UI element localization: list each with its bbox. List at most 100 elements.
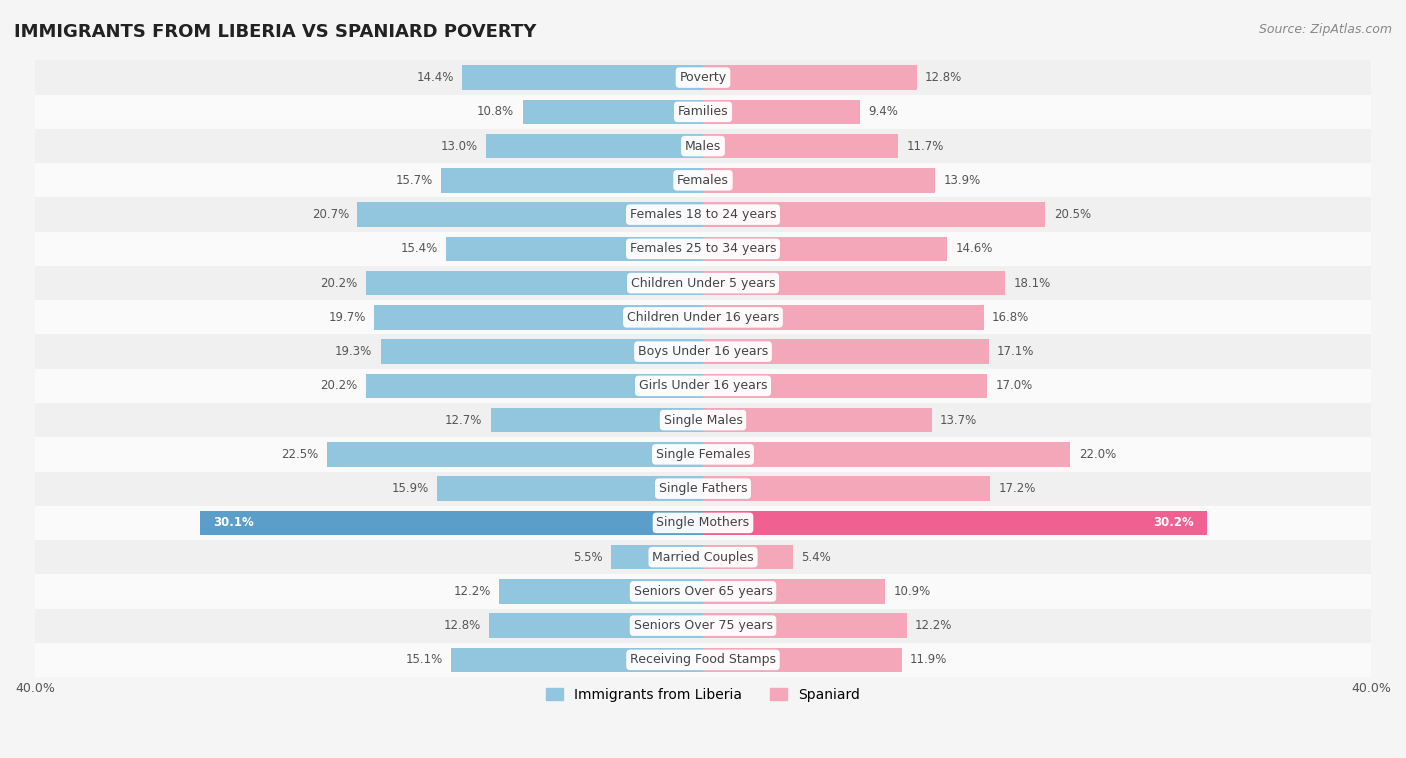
Text: Children Under 5 years: Children Under 5 years xyxy=(631,277,775,290)
Bar xyxy=(35,403,1371,437)
Bar xyxy=(486,133,703,158)
Bar xyxy=(703,476,990,501)
Text: 14.4%: 14.4% xyxy=(416,71,454,84)
Text: 5.4%: 5.4% xyxy=(801,550,831,564)
Text: 13.0%: 13.0% xyxy=(440,139,478,152)
Bar xyxy=(35,232,1371,266)
Bar xyxy=(441,168,703,193)
Bar xyxy=(703,99,860,124)
Text: 14.6%: 14.6% xyxy=(955,243,993,255)
Bar xyxy=(703,271,1005,296)
Text: 12.7%: 12.7% xyxy=(446,414,482,427)
Text: 30.2%: 30.2% xyxy=(1153,516,1194,529)
Text: Single Mothers: Single Mothers xyxy=(657,516,749,529)
Bar xyxy=(612,545,703,569)
Text: 17.0%: 17.0% xyxy=(995,379,1032,393)
Text: IMMIGRANTS FROM LIBERIA VS SPANIARD POVERTY: IMMIGRANTS FROM LIBERIA VS SPANIARD POVE… xyxy=(14,23,537,41)
Text: 19.3%: 19.3% xyxy=(335,345,373,358)
Text: 9.4%: 9.4% xyxy=(869,105,898,118)
Bar xyxy=(703,613,907,638)
Bar xyxy=(35,61,1371,95)
Text: Seniors Over 65 years: Seniors Over 65 years xyxy=(634,585,772,598)
Bar xyxy=(357,202,703,227)
Bar xyxy=(366,374,703,398)
Text: 13.7%: 13.7% xyxy=(941,414,977,427)
Bar xyxy=(35,575,1371,609)
Bar xyxy=(703,442,1070,467)
Bar xyxy=(703,305,984,330)
Bar xyxy=(35,198,1371,232)
Text: Married Couples: Married Couples xyxy=(652,550,754,564)
Text: Single Males: Single Males xyxy=(664,414,742,427)
Bar xyxy=(491,408,703,433)
Text: 20.7%: 20.7% xyxy=(312,208,349,221)
Bar xyxy=(703,202,1046,227)
Text: Females: Females xyxy=(678,174,728,187)
Text: 20.5%: 20.5% xyxy=(1053,208,1091,221)
Text: 20.2%: 20.2% xyxy=(321,277,357,290)
Text: 18.1%: 18.1% xyxy=(1014,277,1050,290)
Bar xyxy=(703,408,932,433)
Bar xyxy=(328,442,703,467)
Text: 15.7%: 15.7% xyxy=(395,174,433,187)
Bar xyxy=(35,471,1371,506)
Bar xyxy=(703,340,988,364)
Text: 17.1%: 17.1% xyxy=(997,345,1035,358)
Bar xyxy=(35,163,1371,198)
Text: Receiving Food Stamps: Receiving Food Stamps xyxy=(630,653,776,666)
Bar xyxy=(35,609,1371,643)
Bar xyxy=(703,374,987,398)
Bar xyxy=(499,579,703,603)
Bar xyxy=(523,99,703,124)
Bar xyxy=(366,271,703,296)
Text: Poverty: Poverty xyxy=(679,71,727,84)
Bar xyxy=(489,613,703,638)
Text: Single Fathers: Single Fathers xyxy=(659,482,747,495)
Text: 30.1%: 30.1% xyxy=(214,516,254,529)
Text: 10.8%: 10.8% xyxy=(477,105,515,118)
Text: Males: Males xyxy=(685,139,721,152)
Bar xyxy=(703,579,884,603)
Text: 5.5%: 5.5% xyxy=(574,550,603,564)
Text: Boys Under 16 years: Boys Under 16 years xyxy=(638,345,768,358)
Bar xyxy=(200,511,703,535)
Bar xyxy=(463,65,703,90)
Text: 12.2%: 12.2% xyxy=(454,585,491,598)
Bar xyxy=(703,133,898,158)
Text: 11.9%: 11.9% xyxy=(910,653,948,666)
Text: 22.5%: 22.5% xyxy=(281,448,319,461)
Text: 19.7%: 19.7% xyxy=(328,311,366,324)
Bar xyxy=(703,647,901,672)
Bar xyxy=(35,368,1371,403)
Bar xyxy=(35,506,1371,540)
Text: 12.2%: 12.2% xyxy=(915,619,952,632)
Bar xyxy=(703,65,917,90)
Bar xyxy=(381,340,703,364)
Bar xyxy=(703,236,946,262)
Text: 15.9%: 15.9% xyxy=(392,482,429,495)
Text: Females 25 to 34 years: Females 25 to 34 years xyxy=(630,243,776,255)
Bar xyxy=(35,95,1371,129)
Bar xyxy=(451,647,703,672)
Text: 22.0%: 22.0% xyxy=(1078,448,1116,461)
Bar xyxy=(35,643,1371,677)
Text: 13.9%: 13.9% xyxy=(943,174,981,187)
Text: Seniors Over 75 years: Seniors Over 75 years xyxy=(634,619,772,632)
Text: Single Females: Single Females xyxy=(655,448,751,461)
Bar xyxy=(35,300,1371,334)
Text: 20.2%: 20.2% xyxy=(321,379,357,393)
Text: 11.7%: 11.7% xyxy=(907,139,945,152)
Bar xyxy=(35,129,1371,163)
Text: Girls Under 16 years: Girls Under 16 years xyxy=(638,379,768,393)
Text: Source: ZipAtlas.com: Source: ZipAtlas.com xyxy=(1258,23,1392,36)
Text: 12.8%: 12.8% xyxy=(444,619,481,632)
Bar xyxy=(703,168,935,193)
Bar xyxy=(437,476,703,501)
Text: 15.1%: 15.1% xyxy=(405,653,443,666)
Text: Families: Families xyxy=(678,105,728,118)
Text: 10.9%: 10.9% xyxy=(893,585,931,598)
Bar xyxy=(374,305,703,330)
Text: 16.8%: 16.8% xyxy=(993,311,1029,324)
Bar xyxy=(446,236,703,262)
Bar xyxy=(35,334,1371,368)
